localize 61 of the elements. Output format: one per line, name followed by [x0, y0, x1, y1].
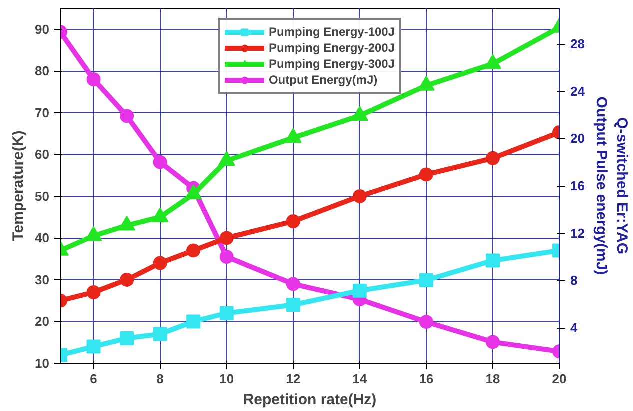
- y-tick-label: 90: [35, 22, 50, 37]
- point: [120, 109, 134, 124]
- legend-label: Output Energy(mJ): [268, 72, 378, 88]
- point: [120, 331, 134, 346]
- point: [286, 277, 300, 292]
- point: [284, 128, 302, 144]
- y-tick-label: 70: [35, 105, 50, 120]
- y-tick-label: 50: [35, 188, 50, 204]
- x-tick-label: 20: [552, 372, 567, 386]
- y-tick-label: 10: [35, 356, 50, 371]
- y-tick-label: 40: [35, 230, 50, 246]
- y-tick-label: 80: [35, 64, 50, 79]
- x-tick-label: 12: [286, 372, 301, 386]
- point: [486, 151, 500, 166]
- point: [286, 298, 300, 312]
- point: [153, 155, 168, 170]
- point: [486, 335, 500, 350]
- y-tick-label: 60: [35, 147, 50, 162]
- legend-label: Pumping Energy-200J: [268, 40, 396, 56]
- point: [286, 214, 300, 228]
- y2-tick-label: 16: [570, 178, 585, 194]
- point: [120, 272, 134, 287]
- y-tick-label: 30: [35, 272, 50, 288]
- x-axis-title: Repetition rate(Hz): [243, 392, 377, 408]
- y2-tick-label: 12: [570, 226, 585, 241]
- y2-axis-title: Q-switched Er:YAG Output Pulse energy(mJ): [592, 96, 630, 276]
- point: [419, 168, 434, 182]
- point: [86, 286, 101, 300]
- point: [86, 72, 101, 86]
- point: [220, 306, 234, 320]
- point: [153, 327, 168, 342]
- point: [484, 54, 502, 70]
- point: [220, 231, 234, 246]
- y2-tick-label: 8: [570, 273, 578, 288]
- y2-tick-label: 28: [570, 36, 585, 52]
- point: [153, 256, 168, 270]
- point: [351, 106, 368, 121]
- y2-tick-label: 24: [570, 84, 586, 99]
- x-tick-label: 18: [486, 372, 500, 386]
- x-tick-label: 8: [156, 372, 164, 386]
- x-tick-label: 14: [352, 372, 368, 386]
- point: [486, 254, 500, 268]
- y-axis-title: Temperature(K): [10, 130, 28, 242]
- point: [352, 189, 367, 204]
- point: [186, 314, 201, 329]
- x-tick-label: 6: [90, 372, 98, 386]
- legend-label: Pumping Energy-300J: [268, 56, 396, 72]
- point: [218, 151, 236, 166]
- y-tick-label: 20: [35, 314, 50, 330]
- point: [419, 315, 434, 330]
- x-tick-label: 10: [220, 372, 234, 386]
- point: [352, 284, 367, 298]
- legend-label: Pumping Energy-100J: [268, 24, 396, 40]
- point: [186, 244, 201, 258]
- point: [220, 250, 234, 264]
- point: [185, 184, 202, 200]
- y2-tick-label: 20: [570, 131, 585, 146]
- y2-tick-label: 4: [570, 320, 578, 336]
- point: [86, 340, 101, 354]
- x-tick-label: 16: [419, 372, 434, 386]
- point: [419, 273, 434, 288]
